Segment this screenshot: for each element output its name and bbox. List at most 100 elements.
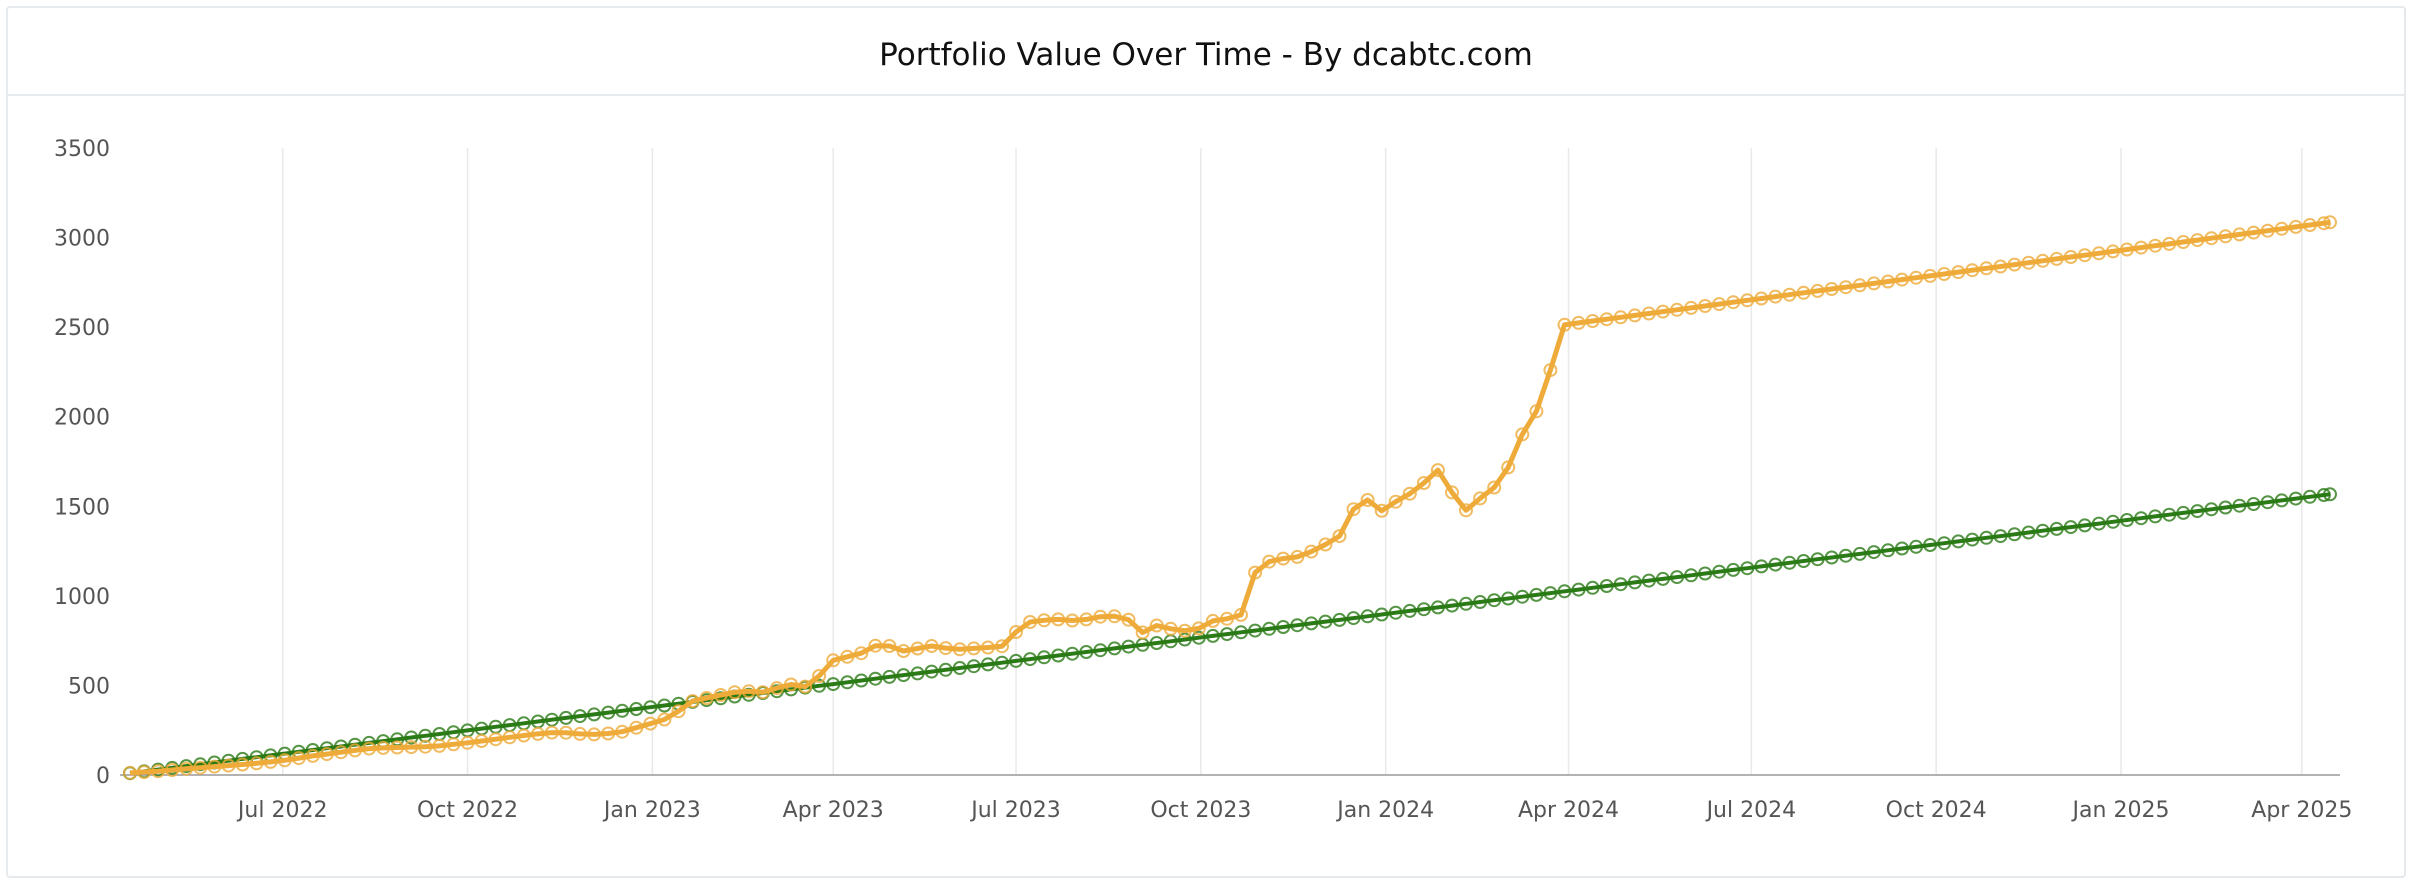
- data-point: [1571, 315, 1586, 330]
- data-point: [995, 639, 1009, 654]
- data-point: [1768, 557, 1783, 572]
- data-point: [291, 751, 306, 766]
- data-point: [882, 639, 897, 653]
- data-point: [1965, 532, 1980, 547]
- data-point: [769, 681, 784, 696]
- data-point: [882, 669, 897, 684]
- data-point: [980, 640, 995, 655]
- data-point: [2035, 523, 2050, 538]
- data-point: [1810, 552, 1825, 567]
- data-point: [488, 732, 503, 747]
- data-point: [952, 642, 967, 657]
- data-point: [418, 728, 433, 743]
- data-point: [699, 691, 714, 705]
- data-point: [2021, 255, 2036, 270]
- data-point: [1459, 596, 1473, 611]
- data-point: [2323, 487, 2337, 502]
- data-point: [1318, 537, 1333, 552]
- data-point: [2063, 520, 2078, 535]
- data-point: [2148, 238, 2163, 253]
- data-point: [1655, 304, 1670, 319]
- data-point: [1051, 612, 1066, 627]
- data-point: [249, 756, 264, 771]
- data-point: [2260, 223, 2275, 238]
- data-point: [1852, 546, 1867, 561]
- data-point: [1866, 276, 1881, 291]
- data-point: [1191, 621, 1206, 636]
- y-tick-label: 0: [96, 764, 110, 789]
- data-point: [2316, 488, 2331, 502]
- data-point: [1698, 299, 1713, 313]
- grid-layer: [281, 148, 2303, 775]
- data-point: [474, 734, 489, 748]
- data-point: [1529, 587, 1544, 602]
- data-point: [826, 677, 841, 692]
- data-point: [1782, 287, 1797, 302]
- data-point: [432, 738, 447, 753]
- data-point: [1402, 603, 1417, 618]
- y-tick-label: 2000: [54, 406, 110, 431]
- data-point: [1065, 613, 1080, 628]
- data-point: [2007, 527, 2022, 542]
- data-point: [2049, 251, 2064, 266]
- data-point: [854, 646, 869, 661]
- data-point: [2134, 511, 2149, 526]
- data-point: [1979, 530, 1994, 545]
- data-point: [1304, 544, 1319, 559]
- data-point: [1487, 480, 1502, 495]
- data-point: [643, 716, 658, 731]
- data-point: [1852, 278, 1867, 293]
- y-tick-label: 1500: [54, 495, 110, 520]
- data-point: [348, 743, 362, 758]
- data-point: [1937, 536, 1952, 551]
- data-point: [966, 641, 981, 656]
- data-point: [1965, 263, 1980, 278]
- data-point: [1135, 625, 1150, 640]
- data-point: [1951, 534, 1966, 549]
- data-point: [2091, 516, 2106, 531]
- data-point: [1740, 293, 1755, 308]
- data-point: [1796, 285, 1811, 300]
- data-point: [657, 712, 672, 727]
- data-point: [263, 754, 278, 769]
- data-point: [2246, 225, 2261, 240]
- data-point: [1360, 609, 1375, 624]
- data-point: [1909, 539, 1924, 554]
- data-point: [418, 739, 433, 754]
- data-point: [2007, 257, 2022, 272]
- data-point: [587, 727, 602, 742]
- data-point: [1529, 404, 1544, 419]
- data-point: [1332, 612, 1347, 627]
- data-point: [1360, 493, 1375, 507]
- data-point: [1824, 282, 1839, 296]
- data-point: [1627, 575, 1642, 590]
- data-point: [1599, 579, 1614, 593]
- data-point: [938, 641, 953, 656]
- data-point: [1318, 614, 1333, 629]
- data-point: [573, 726, 587, 741]
- data-point: [1205, 628, 1220, 643]
- x-tick-label: Oct 2024: [1886, 798, 1987, 823]
- data-point: [826, 653, 841, 668]
- data-point: [2204, 231, 2219, 246]
- data-point: [502, 730, 517, 745]
- data-point: [2077, 518, 2092, 533]
- data-point: [924, 639, 939, 653]
- data-point: [2106, 514, 2120, 529]
- x-tick-label: Jul 2024: [1705, 798, 1797, 823]
- data-point: [1121, 639, 1136, 654]
- data-point: [2077, 248, 2092, 263]
- data-point: [446, 737, 461, 752]
- data-point: [1023, 615, 1038, 629]
- data-point: [1163, 621, 1178, 636]
- data-point: [1430, 463, 1445, 478]
- data-point: [2162, 507, 2177, 522]
- series-line: [129, 492, 2331, 776]
- data-point: [1937, 267, 1952, 281]
- data-point: [2218, 500, 2233, 515]
- data-point: [938, 662, 953, 677]
- data-point: [2246, 497, 2261, 511]
- data-point: [1895, 272, 1909, 287]
- data-point: [1346, 611, 1361, 626]
